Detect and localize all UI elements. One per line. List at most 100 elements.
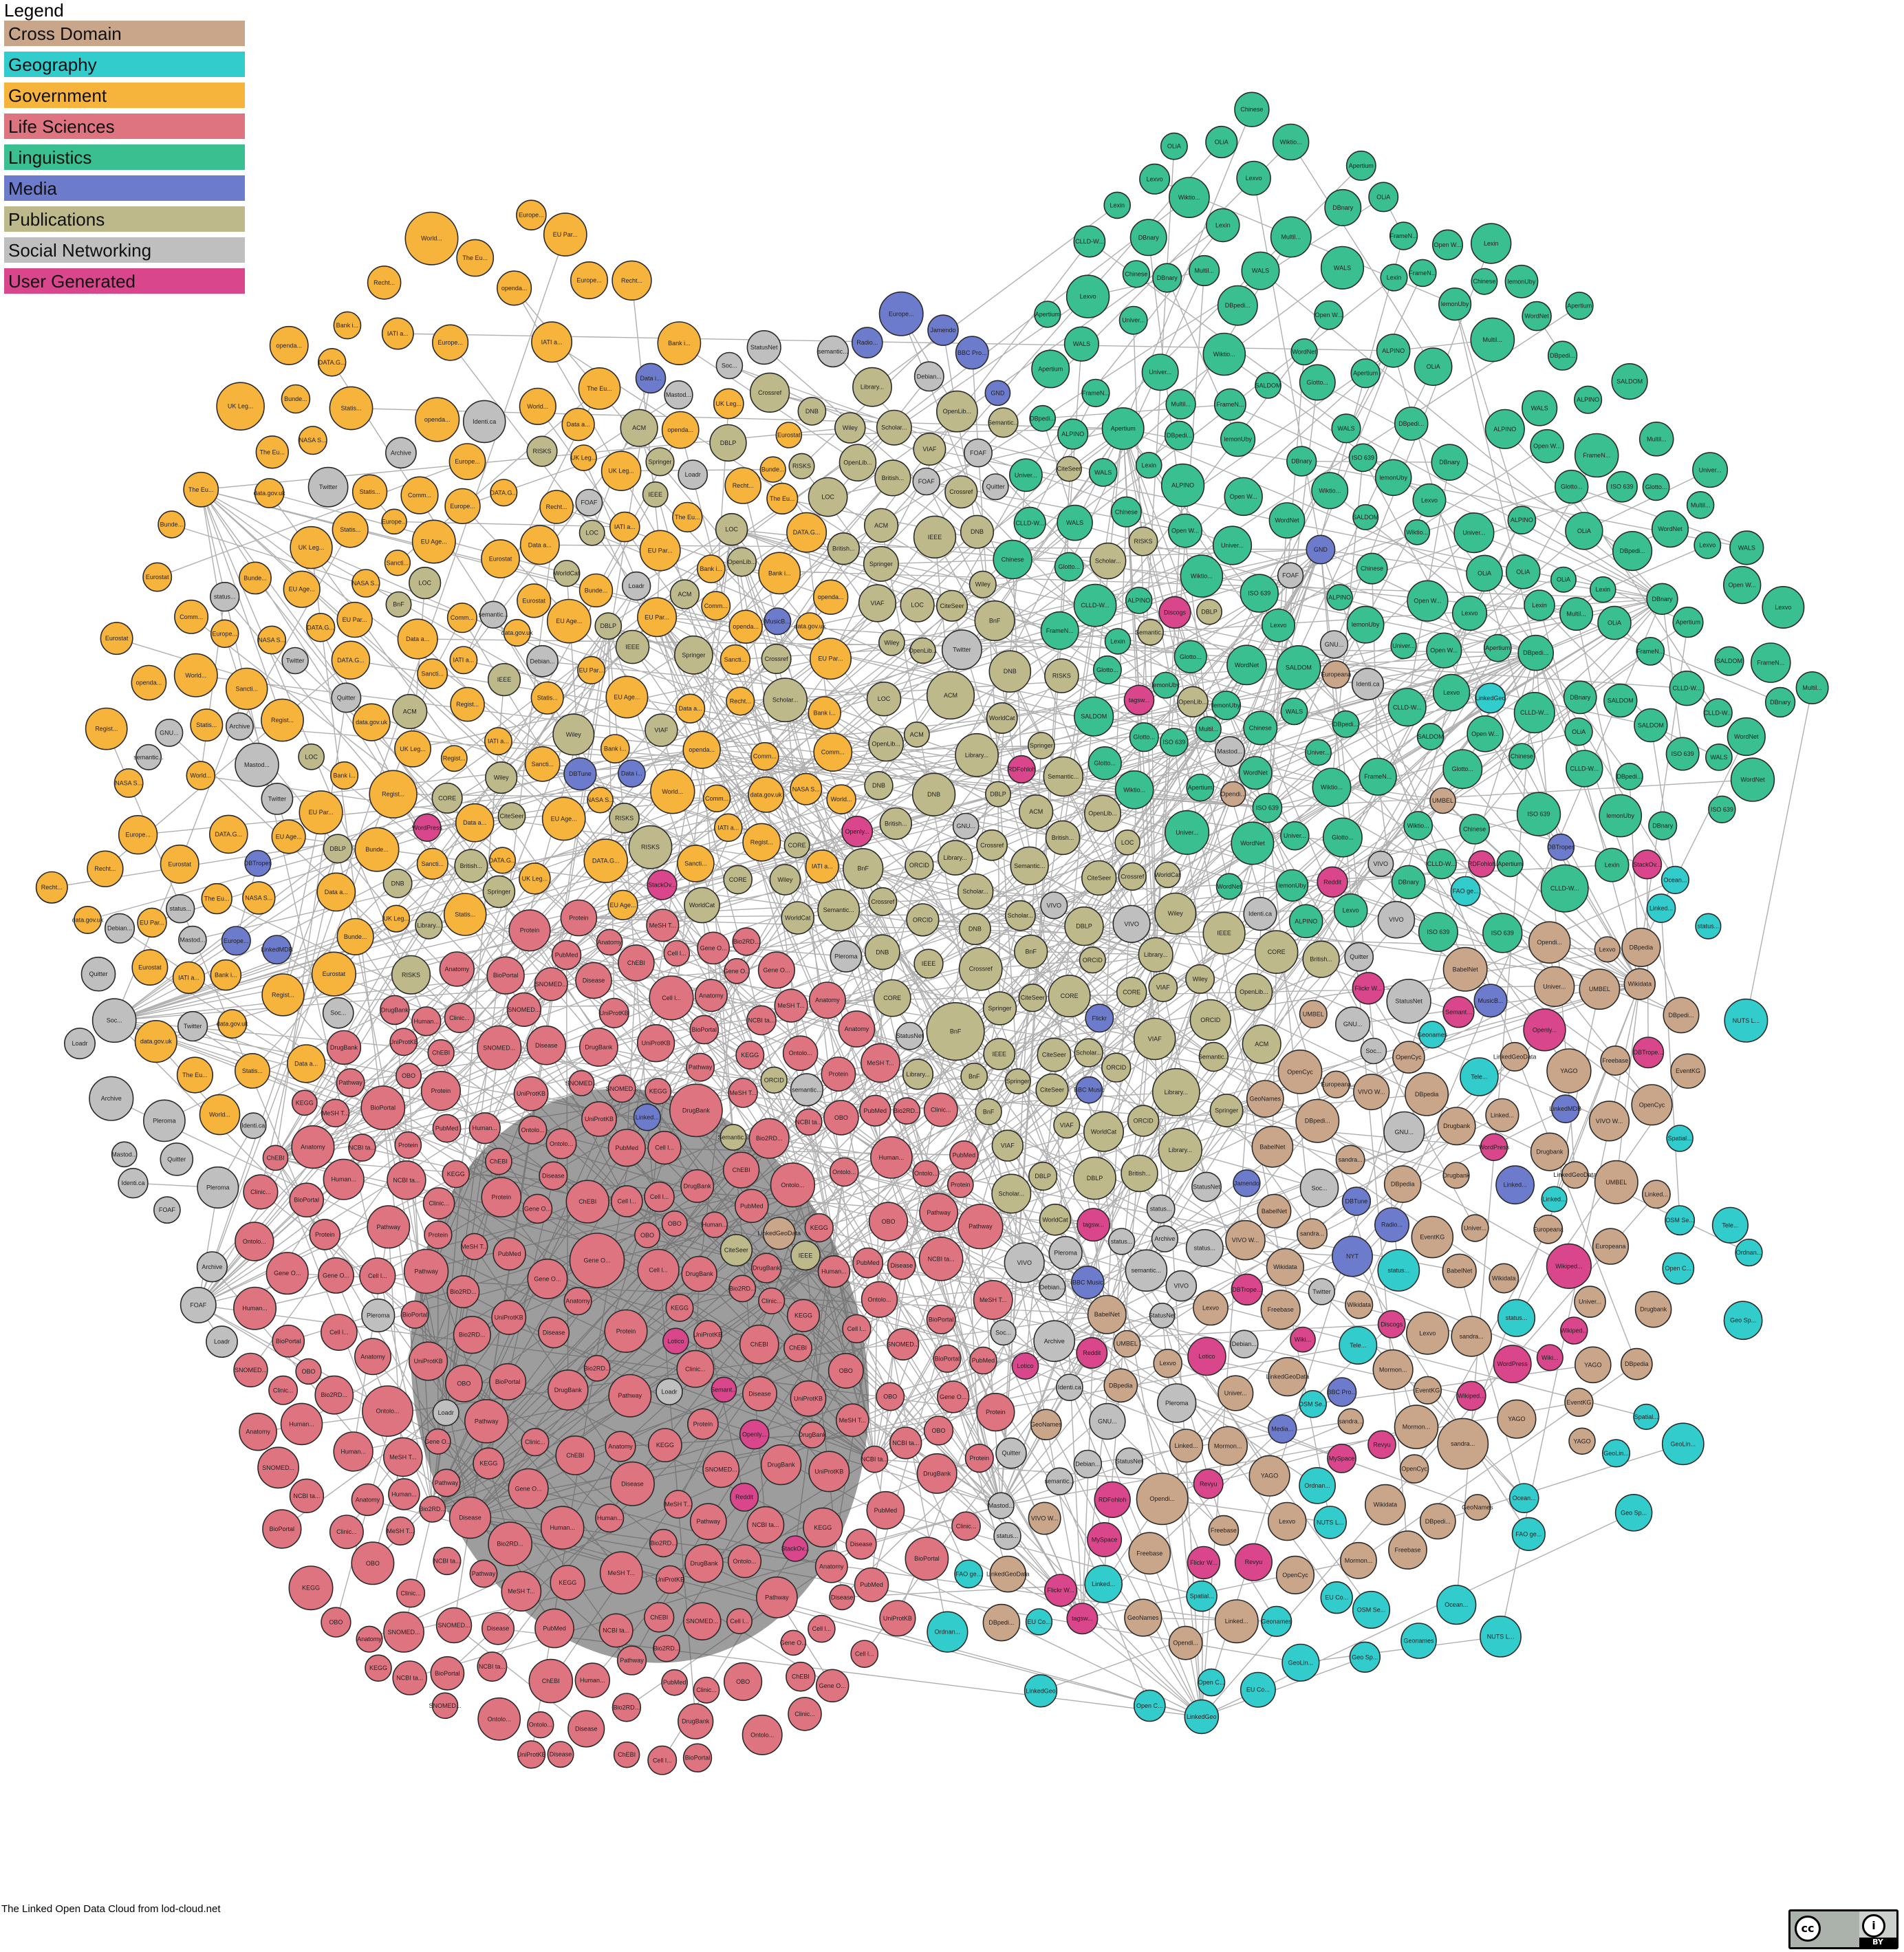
dataset-node[interactable]: Library...: [415, 911, 443, 940]
dataset-node[interactable]: GND: [984, 380, 1011, 406]
dataset-node[interactable]: DATA.G...: [331, 640, 371, 680]
dataset-node[interactable]: Chinese: [993, 539, 1032, 580]
dataset-node[interactable]: The Eu...: [176, 1056, 214, 1094]
dataset-node[interactable]: OBO: [823, 1100, 859, 1136]
dataset-node[interactable]: NCBI ta...: [477, 1651, 508, 1682]
dataset-node[interactable]: GeoNames: [1462, 1494, 1493, 1521]
dataset-node[interactable]: Geonames: [1400, 1623, 1437, 1659]
dataset-node[interactable]: Mormon...: [1372, 1349, 1414, 1390]
dataset-node[interactable]: PubMed: [534, 1608, 574, 1649]
dataset-node[interactable]: Wiley: [1185, 964, 1215, 994]
dataset-node[interactable]: EU Age...: [607, 889, 638, 921]
dataset-node[interactable]: data.gov.uk: [352, 703, 391, 741]
dataset-node[interactable]: UniProtKB: [790, 1380, 827, 1417]
dataset-node[interactable]: Springer: [1004, 1068, 1031, 1095]
dataset-node[interactable]: Gene O...: [936, 1380, 970, 1413]
dataset-node[interactable]: Anatomy: [354, 1338, 391, 1376]
dataset-node[interactable]: Freebase: [1260, 1290, 1301, 1330]
dataset-node[interactable]: OBO: [295, 1358, 322, 1385]
dataset-node[interactable]: Gene O...: [508, 1468, 549, 1509]
dataset-node[interactable]: LOC: [808, 477, 848, 517]
dataset-node[interactable]: KEGG: [645, 1078, 672, 1105]
dataset-node[interactable]: Loadr: [656, 1378, 683, 1406]
dataset-node[interactable]: Disease: [567, 1710, 605, 1748]
dataset-node[interactable]: OLiA: [1205, 125, 1238, 159]
dataset-node[interactable]: Anatomy: [351, 1483, 385, 1517]
dataset-node[interactable]: OBO: [723, 1662, 763, 1701]
dataset-node[interactable]: Comm...: [813, 733, 853, 772]
dataset-node[interactable]: NUTS L...: [1313, 1506, 1348, 1539]
dataset-node[interactable]: BioPortal: [430, 1656, 465, 1691]
dataset-node[interactable]: PubMed: [854, 1567, 889, 1603]
dataset-node[interactable]: YAGO: [1248, 1455, 1290, 1497]
dataset-node[interactable]: Pathway: [469, 1559, 498, 1588]
dataset-node[interactable]: Multil...: [1195, 716, 1222, 743]
dataset-node[interactable]: MeSH T...: [501, 1571, 542, 1612]
dataset-node[interactable]: Disease: [887, 1250, 916, 1280]
dataset-node[interactable]: Quitter: [1344, 942, 1374, 972]
dataset-node[interactable]: Protein: [604, 1309, 648, 1353]
dataset-node[interactable]: Statis...: [190, 708, 224, 742]
dataset-node[interactable]: KEGG: [550, 1565, 586, 1601]
dataset-node[interactable]: Semantic...: [1010, 846, 1049, 886]
dataset-node[interactable]: UniProtKB: [879, 1600, 916, 1637]
dataset-node[interactable]: Gene O...: [569, 1233, 625, 1288]
dataset-node[interactable]: Univer...: [1692, 452, 1729, 488]
dataset-node[interactable]: openda...: [661, 411, 700, 449]
dataset-node[interactable]: Bio2RD...: [314, 1375, 354, 1415]
dataset-node[interactable]: DrugBank: [326, 1030, 362, 1065]
dataset-node[interactable]: Drugbank: [1634, 1290, 1672, 1328]
dataset-node[interactable]: FrameN...: [1359, 757, 1397, 796]
dataset-node[interactable]: Glotto...: [1322, 817, 1363, 858]
dataset-node[interactable]: Univer...: [1212, 525, 1253, 565]
dataset-node[interactable]: OpenLib...: [909, 637, 938, 664]
dataset-node[interactable]: Ontolo...: [861, 1281, 898, 1319]
dataset-node[interactable]: Glotto...: [1555, 469, 1589, 504]
dataset-node[interactable]: Human...: [595, 1504, 625, 1533]
dataset-node[interactable]: GNU...: [155, 718, 184, 747]
dataset-node[interactable]: RISKS: [609, 803, 640, 834]
dataset-node[interactable]: FrameN...: [1081, 378, 1110, 408]
dataset-node[interactable]: BnF: [974, 600, 1015, 642]
dataset-node[interactable]: ALPINO: [1288, 904, 1323, 939]
dataset-node[interactable]: Flickr W...: [1352, 972, 1385, 1005]
dataset-node[interactable]: Apertium: [1186, 773, 1215, 802]
dataset-node[interactable]: Pleroma: [830, 940, 863, 973]
dataset-node[interactable]: UniProtKB: [389, 1028, 418, 1056]
dataset-node[interactable]: OpenCyc: [1392, 1041, 1425, 1074]
dataset-node[interactable]: Scholar...: [957, 873, 994, 910]
dataset-node[interactable]: Wiktio...: [1403, 811, 1434, 841]
dataset-node[interactable]: CiteSeer: [1081, 860, 1117, 896]
dataset-node[interactable]: ORCID: [1189, 999, 1232, 1041]
dataset-node[interactable]: Identi.ca: [462, 400, 506, 444]
dataset-node[interactable]: Wiktio...: [1404, 519, 1431, 545]
dataset-node[interactable]: BabelNet: [1251, 1125, 1294, 1168]
dataset-node[interactable]: ALPINO: [1484, 409, 1525, 449]
dataset-node[interactable]: NUTS L...: [1480, 1615, 1522, 1658]
dataset-node[interactable]: DBpedi...: [1332, 710, 1360, 738]
dataset-node[interactable]: Wikidata: [1489, 1263, 1519, 1294]
dataset-node[interactable]: DBLP: [323, 834, 353, 864]
dataset-node[interactable]: UK Leg...: [570, 444, 597, 472]
dataset-node[interactable]: Glotto...: [1088, 746, 1122, 781]
dataset-node[interactable]: Lexvo: [1451, 595, 1488, 631]
dataset-node[interactable]: WordPress: [1479, 1133, 1510, 1162]
dataset-node[interactable]: EventKG: [1411, 1215, 1454, 1259]
dataset-node[interactable]: Disease: [526, 1026, 567, 1065]
dataset-node[interactable]: Lexin: [1103, 191, 1131, 219]
dataset-node[interactable]: Statis...: [332, 511, 369, 548]
dataset-node[interactable]: Gene O...: [527, 1258, 568, 1299]
dataset-node[interactable]: DBnary: [1646, 583, 1678, 615]
dataset-node[interactable]: The Eu...: [456, 239, 495, 277]
dataset-node[interactable]: DBpedi...: [1663, 997, 1700, 1034]
dataset-node[interactable]: Europe...: [221, 926, 251, 956]
dataset-node[interactable]: ChEBI: [643, 1602, 675, 1633]
dataset-node[interactable]: BabelNet: [1442, 946, 1488, 992]
dataset-node[interactable]: Bio2RD...: [649, 1528, 678, 1558]
dataset-node[interactable]: Clinic...: [396, 1579, 426, 1608]
dataset-node[interactable]: OBO: [321, 1607, 351, 1638]
dataset-node[interactable]: LinkedGeo: [1024, 1674, 1058, 1708]
dataset-node[interactable]: GNU...: [1334, 1006, 1371, 1042]
dataset-node[interactable]: IATI a...: [449, 646, 478, 675]
dataset-node[interactable]: CORE: [873, 979, 911, 1017]
